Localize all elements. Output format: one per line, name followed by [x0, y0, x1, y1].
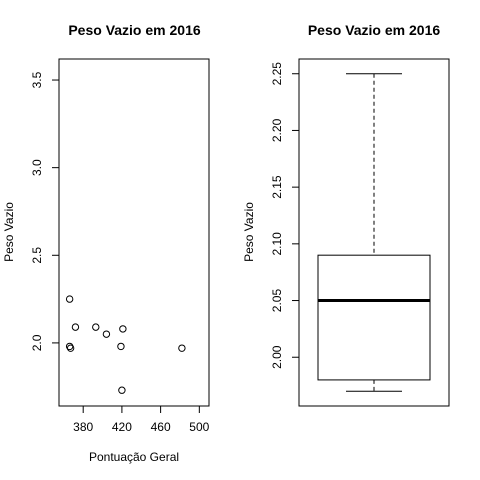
- scatter-y-tick-label: 3.5: [30, 71, 44, 88]
- scatter-y-tick-label: 2.5: [30, 247, 44, 264]
- scatter-x-ticks: 380 420 460 500: [73, 406, 210, 434]
- scatter-point: [117, 342, 125, 351]
- boxplot-y-ticks: 2.00 2.05 2.10 2.15 2.20 2.25: [270, 62, 299, 369]
- scatter-point: [118, 386, 126, 394]
- scatter-point: [92, 323, 100, 331]
- scatter-plot-frame: [58, 58, 210, 407]
- scatter-x-tick-label: 380: [73, 420, 93, 434]
- scatter-point: [102, 330, 111, 338]
- scatter-x-tick-label: 420: [112, 420, 132, 434]
- scatter-x-tick-label: 500: [189, 420, 209, 434]
- scatter-y-axis-label: Peso Vazio: [2, 202, 16, 262]
- boxplot-title: Peso Vazio em 2016: [308, 22, 441, 38]
- scatter-panel: Peso Vazio em 2016 Pontuação Geral Peso …: [2, 22, 210, 464]
- boxplot-marks: [317, 73, 431, 392]
- scatter-points: [65, 295, 186, 394]
- scatter-point: [178, 344, 186, 352]
- scatter-y-tick-label: 3.0: [30, 159, 44, 176]
- boxplot-y-tick-label: 2.05: [270, 289, 284, 313]
- scatter-y-tick-label: 2.0: [30, 334, 44, 351]
- boxplot-y-axis-label: Peso Vazio: [242, 202, 256, 262]
- scatter-x-tick-label: 460: [151, 420, 171, 434]
- scatter-point: [65, 295, 74, 303]
- boxplot-plot-frame: [298, 58, 450, 407]
- boxplot-y-tick-label: 2.15: [270, 175, 284, 199]
- scatter-point: [71, 323, 80, 331]
- scatter-point: [119, 325, 127, 333]
- scatter-x-axis-label: Pontuação Geral: [89, 450, 179, 464]
- scatter-title: Peso Vazio em 2016: [68, 22, 201, 38]
- boxplot-y-tick-label: 2.20: [270, 118, 284, 142]
- boxplot-y-tick-label: 2.25: [270, 62, 284, 86]
- boxplot-y-tick-label: 2.10: [270, 232, 284, 256]
- boxplot-panel: Peso Vazio em 2016 Peso Vazio 2.002.052.…: [242, 22, 450, 407]
- scatter-point: [65, 342, 74, 351]
- scatter-y-ticks: 2.0 2.5 3.0 3.5: [30, 71, 59, 351]
- boxplot-y-tick-label: 2.00: [270, 345, 284, 369]
- boxplot-box: [317, 254, 431, 381]
- scatter-point: [66, 344, 75, 352]
